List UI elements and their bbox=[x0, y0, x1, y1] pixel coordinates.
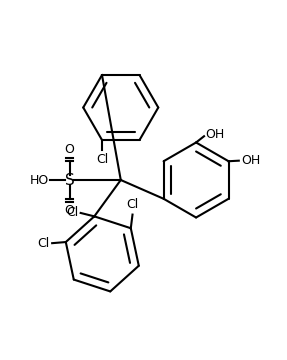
Text: S: S bbox=[65, 172, 75, 188]
Text: Cl: Cl bbox=[38, 237, 50, 250]
Text: OH: OH bbox=[241, 154, 260, 167]
Text: HO: HO bbox=[29, 174, 49, 186]
Text: Cl: Cl bbox=[96, 153, 108, 166]
Text: OH: OH bbox=[206, 128, 225, 141]
Text: Cl: Cl bbox=[66, 206, 78, 219]
Text: O: O bbox=[65, 204, 75, 217]
Text: Cl: Cl bbox=[126, 198, 139, 211]
Text: O: O bbox=[65, 143, 75, 156]
